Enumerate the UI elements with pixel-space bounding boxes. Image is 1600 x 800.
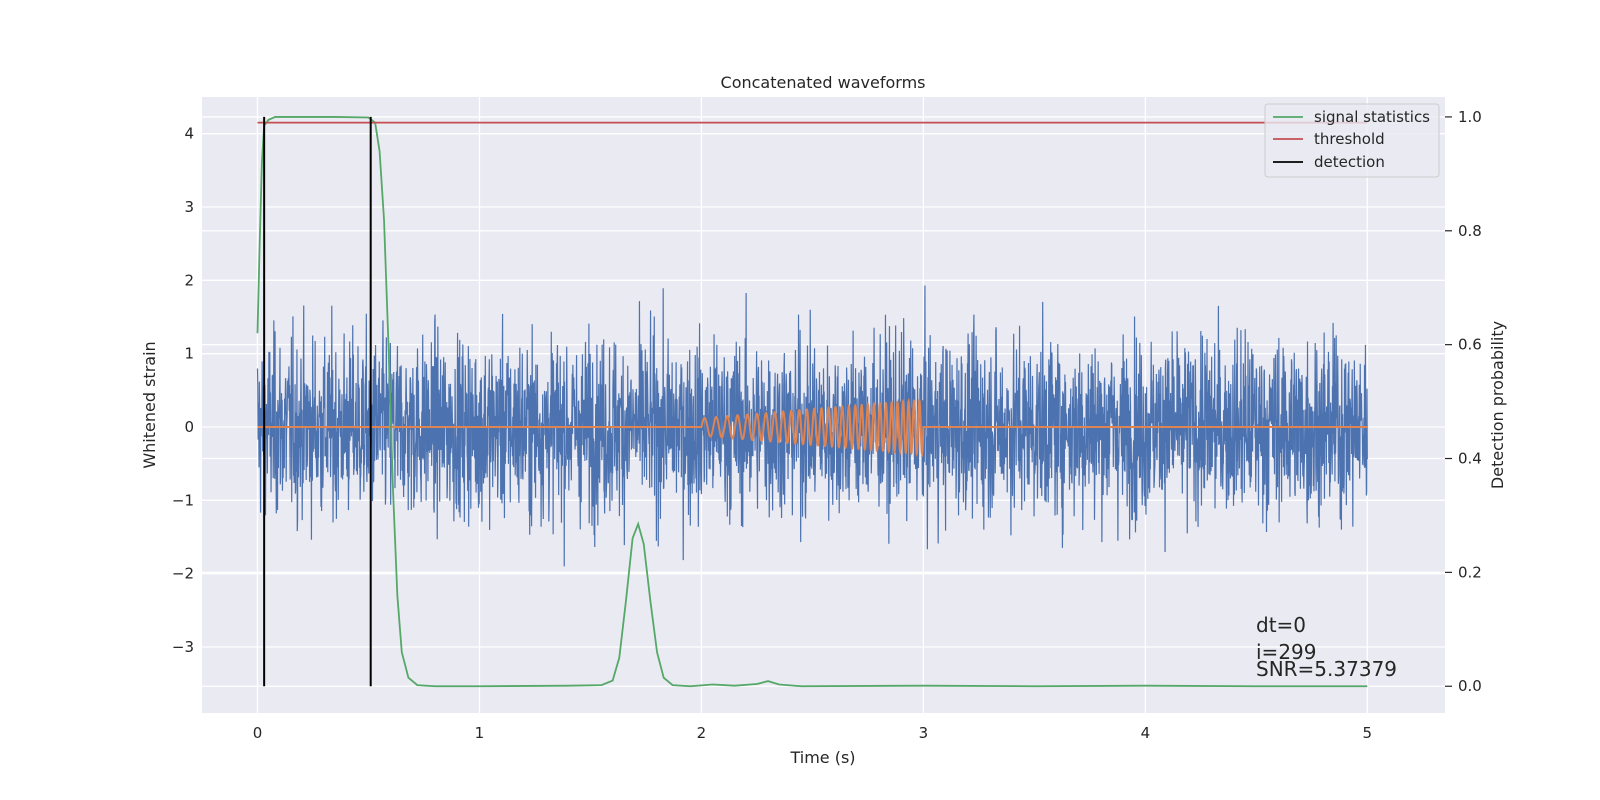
y-tick-label: 1 (184, 345, 194, 363)
annotation-index: i=299 (1256, 640, 1317, 664)
y-axis-label: Whitened strain (140, 341, 159, 468)
x-axis-label: Time (s) (789, 748, 855, 767)
y2-tick-label: 1.0 (1458, 108, 1482, 126)
x-tick-label: 2 (697, 724, 707, 742)
y-tick-label: −2 (172, 565, 194, 583)
y-axis-ticks: −3 −2 −1 0 1 2 3 4 (172, 125, 194, 656)
y2-tick-label: 0.0 (1458, 677, 1482, 695)
series-layer (256, 116, 1368, 688)
x-tick-label: 5 (1363, 724, 1373, 742)
legend-frame (1264, 103, 1440, 178)
y-tick-label: 2 (184, 271, 194, 289)
x-tick-label: 1 (475, 724, 485, 742)
y2-tick-label: 0.2 (1458, 563, 1482, 581)
legend-label-signal-statistics: signal statistics (1314, 108, 1430, 126)
y2-axis-label: Detection probability (1488, 321, 1507, 489)
chart-title: Concatenated waveforms (721, 73, 926, 92)
legend: signal statistics threshold detection (1264, 103, 1440, 178)
y-tick-label: 0 (184, 418, 194, 436)
x-tick-label: 4 (1141, 724, 1151, 742)
y-tick-label: −3 (172, 638, 194, 656)
x-tick-label: 3 (919, 724, 929, 742)
y2-axis-ticks: 0.0 0.2 0.4 0.6 0.8 1.0 (1445, 108, 1482, 695)
legend-label-threshold: threshold (1314, 130, 1385, 148)
y-tick-label: 3 (184, 198, 194, 216)
y2-tick-label: 0.6 (1458, 336, 1482, 354)
series-whitened-strain (256, 285, 1368, 567)
annotation-snr: SNR=5.37379 (1256, 657, 1397, 681)
y-tick-label: −1 (172, 491, 194, 509)
annotation-dt: dt=0 (1256, 613, 1306, 637)
series-signal-statistics (256, 116, 1368, 688)
x-axis-ticks: 0 1 2 3 4 5 (253, 724, 1372, 742)
legend-label-detection: detection (1314, 153, 1385, 171)
x-tick-label: 0 (253, 724, 263, 742)
series-injected-waveform (257, 397, 1368, 458)
annotation-block: dt=0 i=299 SNR=5.37379 (1256, 613, 1397, 681)
y2-tick-label: 0.8 (1458, 222, 1482, 240)
y2-tick-label: 0.4 (1458, 450, 1482, 468)
y-tick-label: 4 (184, 125, 194, 143)
